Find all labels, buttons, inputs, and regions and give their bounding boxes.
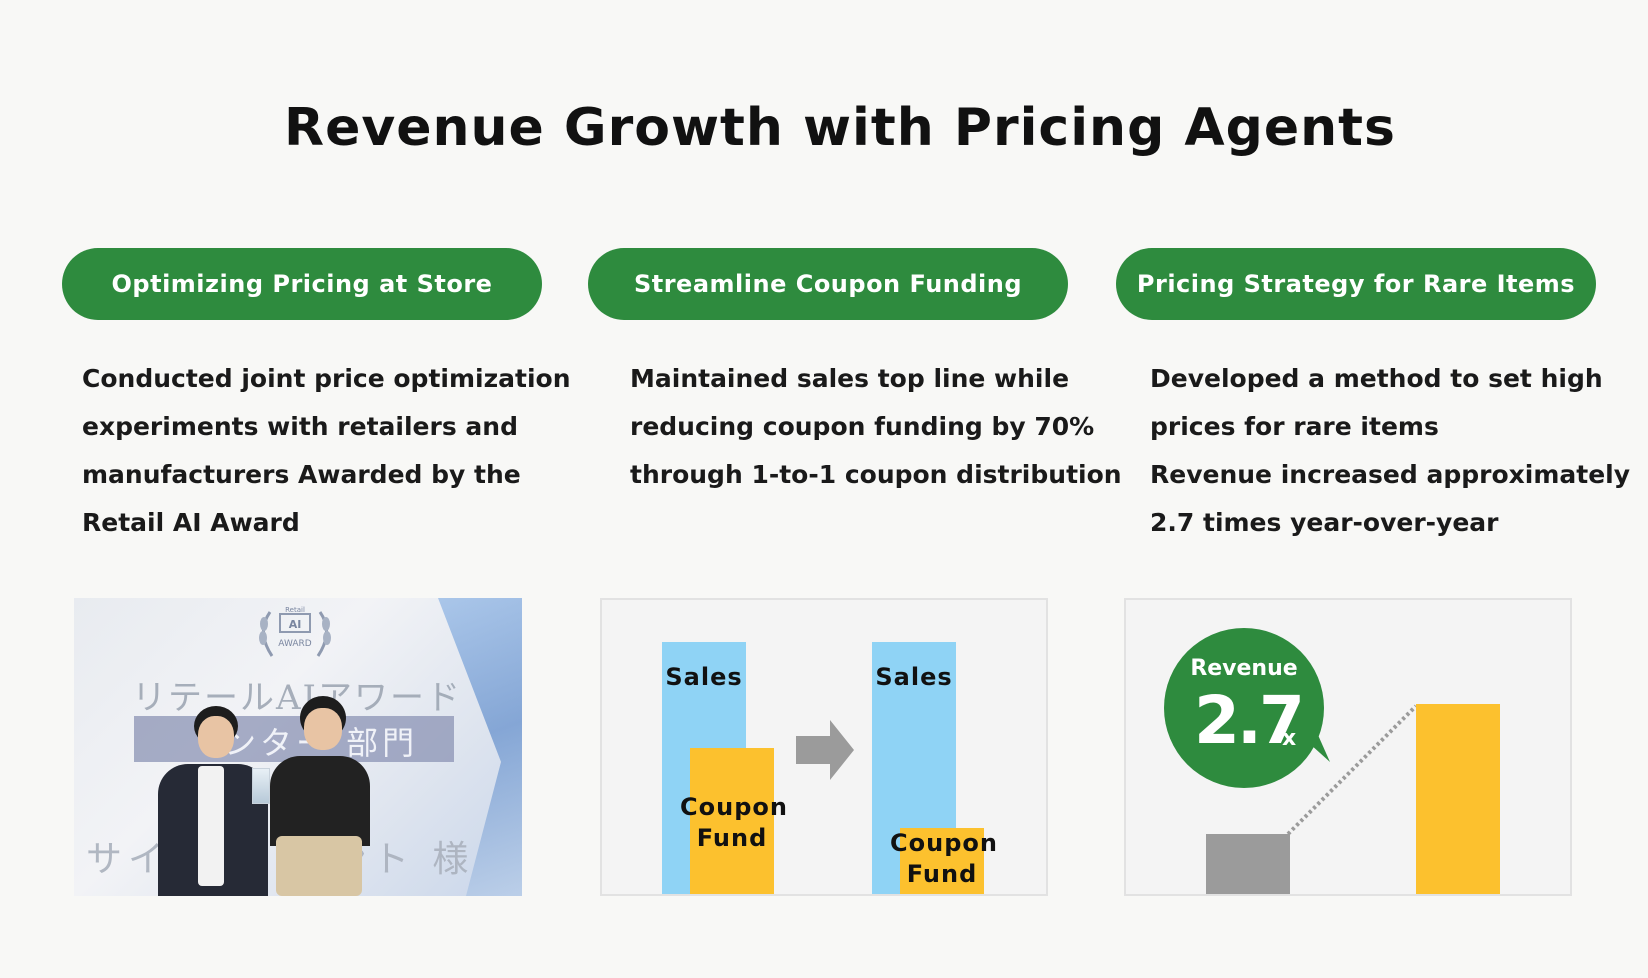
growth-connector-line bbox=[1286, 704, 1418, 836]
after-sales-label: Sales bbox=[875, 663, 953, 691]
revenue-multiplier-badge: Revenue 2.7 x bbox=[1164, 628, 1324, 788]
before-coupon-label: Coupon Fund bbox=[680, 792, 788, 854]
after-coupon-bar bbox=[900, 828, 984, 894]
description-line: 2.7 times year-over-year bbox=[1150, 508, 1499, 537]
pill-pricing-rare-items: Pricing Strategy for Rare Items bbox=[1116, 248, 1596, 320]
coupon-label-line: Fund bbox=[696, 824, 768, 852]
revenue-badge-value: 2.7 bbox=[1194, 682, 1305, 759]
description-streamline-coupon: Maintained sales top line while reducing… bbox=[630, 355, 1122, 499]
before-coupon-bar bbox=[690, 748, 774, 894]
backdrop-band bbox=[134, 716, 454, 762]
before-sales-label: Sales bbox=[665, 663, 743, 691]
coupon-fund-chart: Sales Coupon Fund Sales Coupon Fund bbox=[600, 598, 1048, 896]
revenue-badge-unit: x bbox=[1282, 726, 1297, 751]
description-pricing-rare-items: Developed a method to set high prices fo… bbox=[1150, 355, 1631, 547]
coupon-label-line: Coupon bbox=[680, 793, 788, 821]
pill-streamline-coupon: Streamline Coupon Funding bbox=[588, 248, 1068, 320]
pill-optimizing-pricing: Optimizing Pricing at Store bbox=[62, 248, 542, 320]
right-arrow-icon bbox=[796, 720, 854, 780]
description-line: experiments with retailers and bbox=[82, 412, 518, 441]
award-laurel-icon: Retail AI AWARD bbox=[259, 606, 331, 657]
revenue-after-bar bbox=[1416, 704, 1500, 894]
after-coupon-label: Coupon Fund bbox=[890, 828, 998, 890]
revenue-before-bar bbox=[1206, 834, 1290, 894]
award-ceremony-photo: Retail AI AWARD リテールAIアワード ンター 部門 サイ エー … bbox=[74, 598, 522, 896]
backdrop-title-text: リテールAIアワード bbox=[132, 678, 462, 718]
description-line: Revenue increased approximately bbox=[1150, 460, 1631, 489]
description-line: Maintained sales top line while bbox=[630, 364, 1070, 393]
description-line: manufacturers Awarded by the bbox=[82, 460, 521, 489]
coupon-label-line: Fund bbox=[906, 860, 978, 888]
trophy-icon bbox=[252, 768, 270, 804]
coupon-label-line: Coupon bbox=[890, 829, 998, 857]
revenue-badge-label: Revenue bbox=[1190, 656, 1298, 681]
description-line: prices for rare items bbox=[1150, 412, 1439, 441]
description-line: reducing coupon funding by 70% bbox=[630, 412, 1095, 441]
page-title: Revenue Growth with Pricing Agents bbox=[284, 98, 1396, 158]
award-top-text: Retail bbox=[285, 606, 305, 614]
description-line: Developed a method to set high bbox=[1150, 364, 1603, 393]
description-line: through 1-to-1 coupon distribution bbox=[630, 460, 1122, 489]
award-bottom-text: AWARD bbox=[278, 639, 311, 649]
person-left bbox=[158, 706, 268, 896]
person-right bbox=[270, 696, 378, 896]
revenue-growth-chart: Revenue 2.7 x bbox=[1124, 598, 1572, 896]
award-mid-text: AI bbox=[289, 618, 302, 631]
description-line: Conducted joint price optimization bbox=[82, 364, 571, 393]
description-line: Retail AI Award bbox=[82, 508, 300, 537]
description-optimizing-pricing: Conducted joint price optimization exper… bbox=[82, 355, 571, 547]
